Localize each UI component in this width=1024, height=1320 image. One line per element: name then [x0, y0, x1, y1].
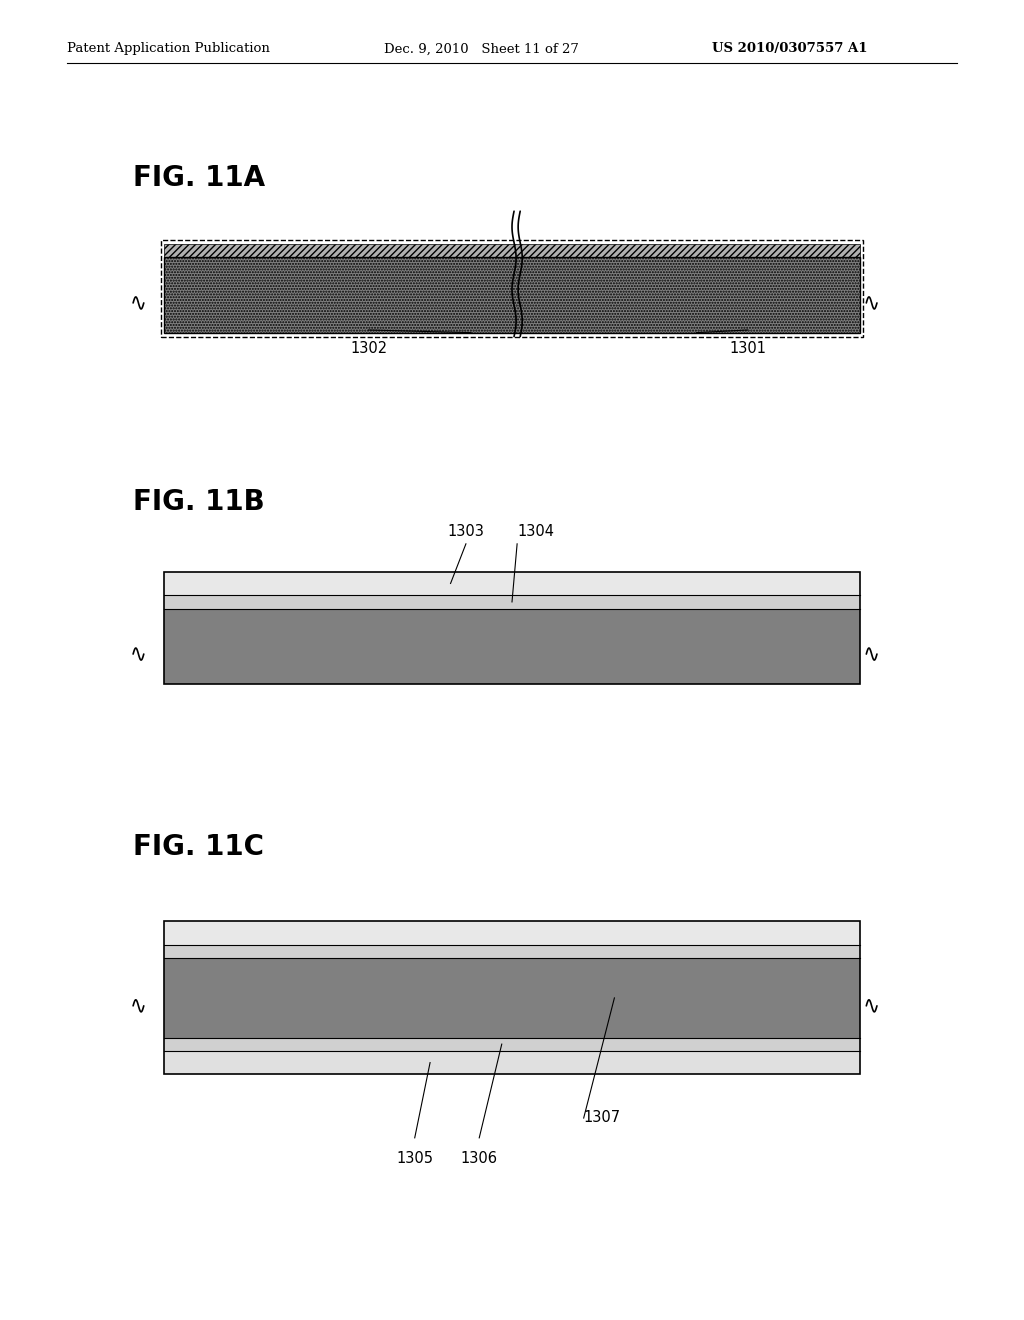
Bar [164, 595, 860, 609]
Bar [164, 609, 860, 684]
Bar [164, 572, 860, 684]
Text: 1302: 1302 [350, 341, 387, 355]
Bar [164, 1051, 860, 1074]
Text: Dec. 9, 2010   Sheet 11 of 27: Dec. 9, 2010 Sheet 11 of 27 [384, 42, 579, 55]
Bar [164, 244, 860, 257]
Text: 1306: 1306 [461, 1151, 498, 1166]
Bar [164, 572, 860, 595]
Bar [164, 921, 860, 1074]
Bar [164, 958, 860, 1038]
Text: Patent Application Publication: Patent Application Publication [67, 42, 269, 55]
Bar [161, 240, 863, 337]
Text: 1307: 1307 [584, 1110, 621, 1125]
Text: 1305: 1305 [396, 1151, 433, 1166]
Text: 1301: 1301 [729, 341, 766, 355]
Text: 1304: 1304 [517, 524, 554, 539]
Text: US 2010/0307557 A1: US 2010/0307557 A1 [712, 42, 867, 55]
Bar [164, 257, 860, 333]
Text: FIG. 11B: FIG. 11B [133, 487, 265, 516]
Bar [164, 1038, 860, 1051]
Text: FIG. 11A: FIG. 11A [133, 164, 265, 193]
Bar [164, 921, 860, 945]
Bar [164, 945, 860, 958]
Text: 1303: 1303 [447, 524, 484, 539]
Text: FIG. 11C: FIG. 11C [133, 833, 264, 862]
